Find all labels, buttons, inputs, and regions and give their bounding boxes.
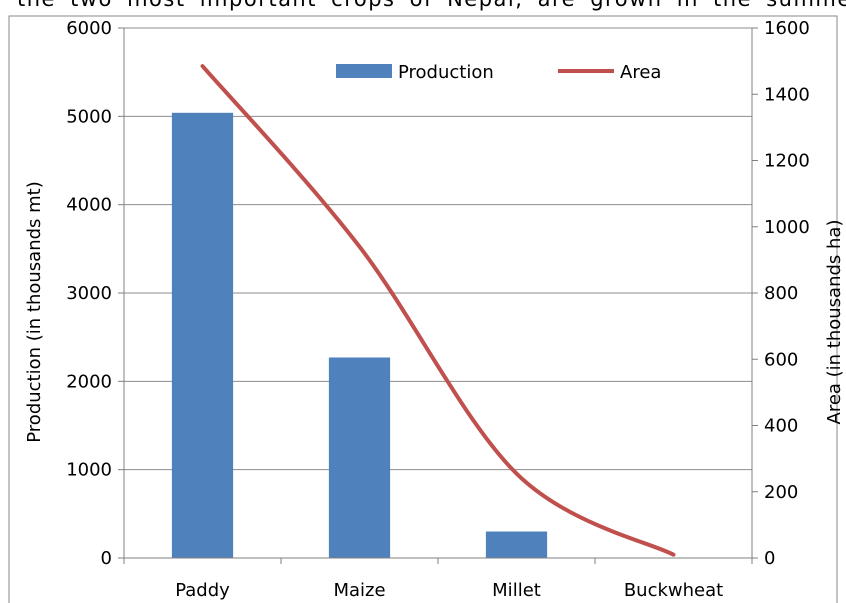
legend-swatch-production (336, 64, 392, 78)
legend-label-area: Area (620, 62, 661, 83)
right-tick-label: 400 (764, 416, 798, 437)
left-tick-label: 5000 (66, 106, 112, 127)
right-tick-label: 1200 (764, 151, 810, 172)
right-tick-label: 1600 (764, 18, 810, 39)
legend-label-production: Production (398, 62, 494, 83)
legend: Production Area (336, 62, 661, 83)
bar-paddy (171, 112, 234, 559)
category-labels: Paddy Maize Millet Buckwheat (175, 580, 723, 601)
category-label: Buckwheat (624, 580, 723, 601)
left-tick-label: 1000 (66, 460, 112, 481)
category-label: Millet (492, 580, 541, 601)
left-tick-label: 6000 (66, 18, 112, 39)
left-tick-label: 2000 (66, 371, 112, 392)
bar-maize (328, 357, 391, 558)
bars (171, 112, 548, 559)
caption-fragment: the two most important crops of Nepal, a… (0, 0, 846, 11)
right-tick-label: 600 (764, 349, 798, 370)
y-axis-title: Production (in thousands mt) (24, 181, 45, 442)
right-tick-label: 1400 (764, 84, 810, 105)
right-tick-label: 200 (764, 482, 798, 503)
right-tick-label: 1000 (764, 217, 810, 238)
chart-frame (8, 15, 838, 603)
left-tick-label: 0 (101, 548, 112, 569)
bar-millet (485, 531, 548, 558)
left-axis-ticks: 0 1000 2000 3000 4000 5000 6000 (66, 18, 112, 569)
axes (118, 27, 758, 564)
right-axis-ticks: 0 200 400 600 800 1000 1200 1400 1600 (764, 18, 810, 569)
left-tick-label: 3000 (66, 283, 112, 304)
category-label: Paddy (175, 580, 230, 601)
left-tick-label: 4000 (66, 195, 112, 216)
category-label: Maize (333, 580, 385, 601)
right-tick-label: 800 (764, 283, 798, 304)
y2-axis-title: Area (in thousands ha) (824, 220, 845, 425)
right-tick-label: 0 (764, 548, 775, 569)
area-series-line (200, 64, 676, 557)
area-line (200, 64, 676, 557)
